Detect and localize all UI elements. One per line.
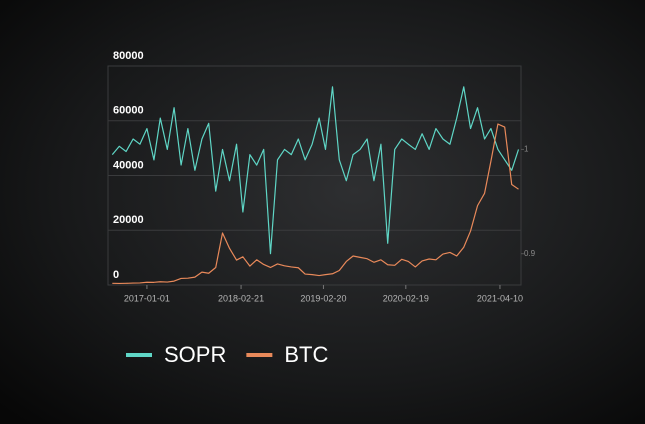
y-tick-label: 0 xyxy=(113,269,119,281)
series-line xyxy=(112,123,519,285)
x-tick-label: 2020-02-19 xyxy=(383,293,429,303)
y-tick-label: 80000 xyxy=(113,50,144,62)
y2-tick-label: 0.9 xyxy=(524,249,536,258)
x-tick-label: 2017-01-01 xyxy=(124,293,170,303)
y-tick-label: 40000 xyxy=(113,159,144,171)
x-tick-label: 2021-04-10 xyxy=(477,293,523,303)
x-tick-label: 2018-02-21 xyxy=(218,293,264,303)
x-tick-label: 2019-02-20 xyxy=(300,293,346,303)
y2-tick-label: 1 xyxy=(524,145,529,154)
legend-label: SOPR xyxy=(164,342,226,367)
y-tick-label: 20000 xyxy=(113,214,144,226)
series-line xyxy=(111,86,520,255)
legend-label: BTC xyxy=(284,342,328,367)
y-tick-label: 60000 xyxy=(113,105,144,117)
